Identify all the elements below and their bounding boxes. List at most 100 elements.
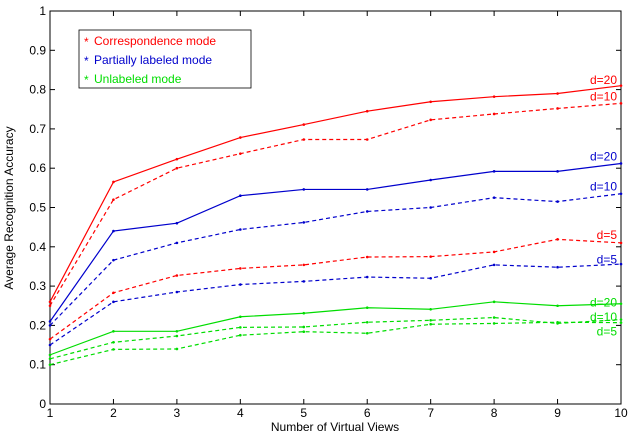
series-4-point xyxy=(302,263,306,267)
series-0-point xyxy=(429,100,432,104)
y-tick-label: 0.6 xyxy=(29,161,46,175)
series-1-point xyxy=(429,118,432,122)
series-8-point xyxy=(429,322,432,326)
series-2-point xyxy=(619,162,623,165)
series-5-point xyxy=(239,283,242,286)
legend-entry: Unlabeled mode xyxy=(94,72,182,86)
series-3-point xyxy=(429,206,432,209)
series-7-point xyxy=(492,316,496,319)
series-5-point xyxy=(175,290,179,294)
series-0-point xyxy=(619,84,623,87)
y-tick-label: 0.8 xyxy=(29,83,46,97)
series-0-point xyxy=(48,300,52,304)
y-tick-label: 0.7 xyxy=(29,122,46,136)
series-7-point xyxy=(112,340,115,344)
x-axis-title: Number of Virtual Views xyxy=(271,420,399,434)
series-0-point xyxy=(239,136,242,139)
legend-entry: Correspondence mode xyxy=(94,34,216,48)
series-3-point xyxy=(48,324,52,327)
series-7-point xyxy=(175,334,179,338)
y-tick-label: 0.4 xyxy=(29,240,46,254)
series-1-point xyxy=(48,304,52,308)
x-tick-label: 6 xyxy=(364,406,371,420)
series-0-point xyxy=(302,123,306,126)
series-4-point xyxy=(429,255,432,258)
series-4-point xyxy=(365,255,369,259)
series-3-point xyxy=(302,221,306,224)
series-2-point xyxy=(48,320,52,323)
series-6-point xyxy=(48,353,52,357)
series-line-5 xyxy=(49,263,622,346)
series-4-point xyxy=(556,238,559,241)
series-1-point xyxy=(619,102,623,105)
series-3-point xyxy=(365,210,369,213)
legend-marker: * xyxy=(84,54,89,68)
series-2-point xyxy=(429,178,432,182)
series-6-point xyxy=(112,329,115,333)
series-8-point xyxy=(112,348,115,351)
series-4-point xyxy=(239,267,242,270)
y-axis-title: Average Recognition Accuracy xyxy=(2,126,16,289)
x-tick-label: 5 xyxy=(300,406,307,420)
series-6-point xyxy=(365,306,369,310)
series-1-point xyxy=(302,138,306,141)
series-4-point xyxy=(619,241,623,245)
legend-marker: * xyxy=(84,35,89,49)
series-5-point xyxy=(619,262,623,266)
series-2-point xyxy=(175,221,179,225)
series-1-point xyxy=(492,112,496,116)
line-label: d=20 xyxy=(590,149,617,163)
series-8-point xyxy=(302,330,306,333)
series-line-0 xyxy=(49,85,622,303)
series-3-point xyxy=(619,192,623,196)
x-tick-label: 4 xyxy=(237,406,244,420)
line-label: d=5 xyxy=(597,324,618,338)
series-3-point xyxy=(556,200,559,203)
series-2-point xyxy=(239,194,242,198)
series-8-point xyxy=(556,320,559,324)
series-8-point xyxy=(492,322,496,325)
series-1-point xyxy=(365,138,369,141)
series-line-4 xyxy=(49,238,622,340)
series-8-point xyxy=(48,363,52,367)
series-7-point xyxy=(302,325,306,329)
line-label: d=5 xyxy=(597,228,618,242)
series-7-point xyxy=(48,357,52,361)
series-6-point xyxy=(239,315,242,319)
y-tick-label: 0.9 xyxy=(29,43,46,57)
series-4-point xyxy=(492,250,496,254)
series-5-point xyxy=(365,275,369,279)
y-tick-label: 0.2 xyxy=(29,318,46,332)
series-line-8 xyxy=(49,321,622,366)
series-8-point xyxy=(175,347,179,351)
series-6-point xyxy=(619,302,623,306)
line-label: d=10 xyxy=(590,310,617,324)
line-label: d=10 xyxy=(590,90,617,104)
y-tick-label: 1 xyxy=(39,4,46,18)
x-tick-label: 3 xyxy=(174,406,181,420)
series-7-point xyxy=(429,318,432,322)
series-7-point xyxy=(239,326,242,329)
series-4-point xyxy=(48,337,52,341)
series-5-point xyxy=(48,343,52,347)
x-tick-label: 9 xyxy=(554,406,561,420)
series-8-point xyxy=(619,321,623,324)
series-1-point xyxy=(112,198,115,201)
series-5-point xyxy=(302,280,306,283)
series-3-point xyxy=(239,228,242,231)
series-3-point xyxy=(112,258,115,262)
legend: * Correspondence mode * Partially labeled m… xyxy=(78,29,252,89)
series-1-point xyxy=(175,166,179,170)
series-0-point xyxy=(492,95,496,98)
series-8-point xyxy=(239,333,242,337)
series-3-point xyxy=(175,241,179,245)
y-tick-label: 0.1 xyxy=(29,358,46,372)
series-2-point xyxy=(365,188,369,191)
series-line-2 xyxy=(49,162,622,322)
series-4-point xyxy=(112,291,115,295)
series-line-6 xyxy=(49,301,622,356)
series-5-point xyxy=(492,263,496,267)
legend-box xyxy=(78,29,252,89)
x-tick-label: 10 xyxy=(614,406,628,420)
y-axis: 0 0.1 0.2 0.3 0.4 0.5 0.6 0.7 0.8 0.9 1 xyxy=(29,4,621,411)
